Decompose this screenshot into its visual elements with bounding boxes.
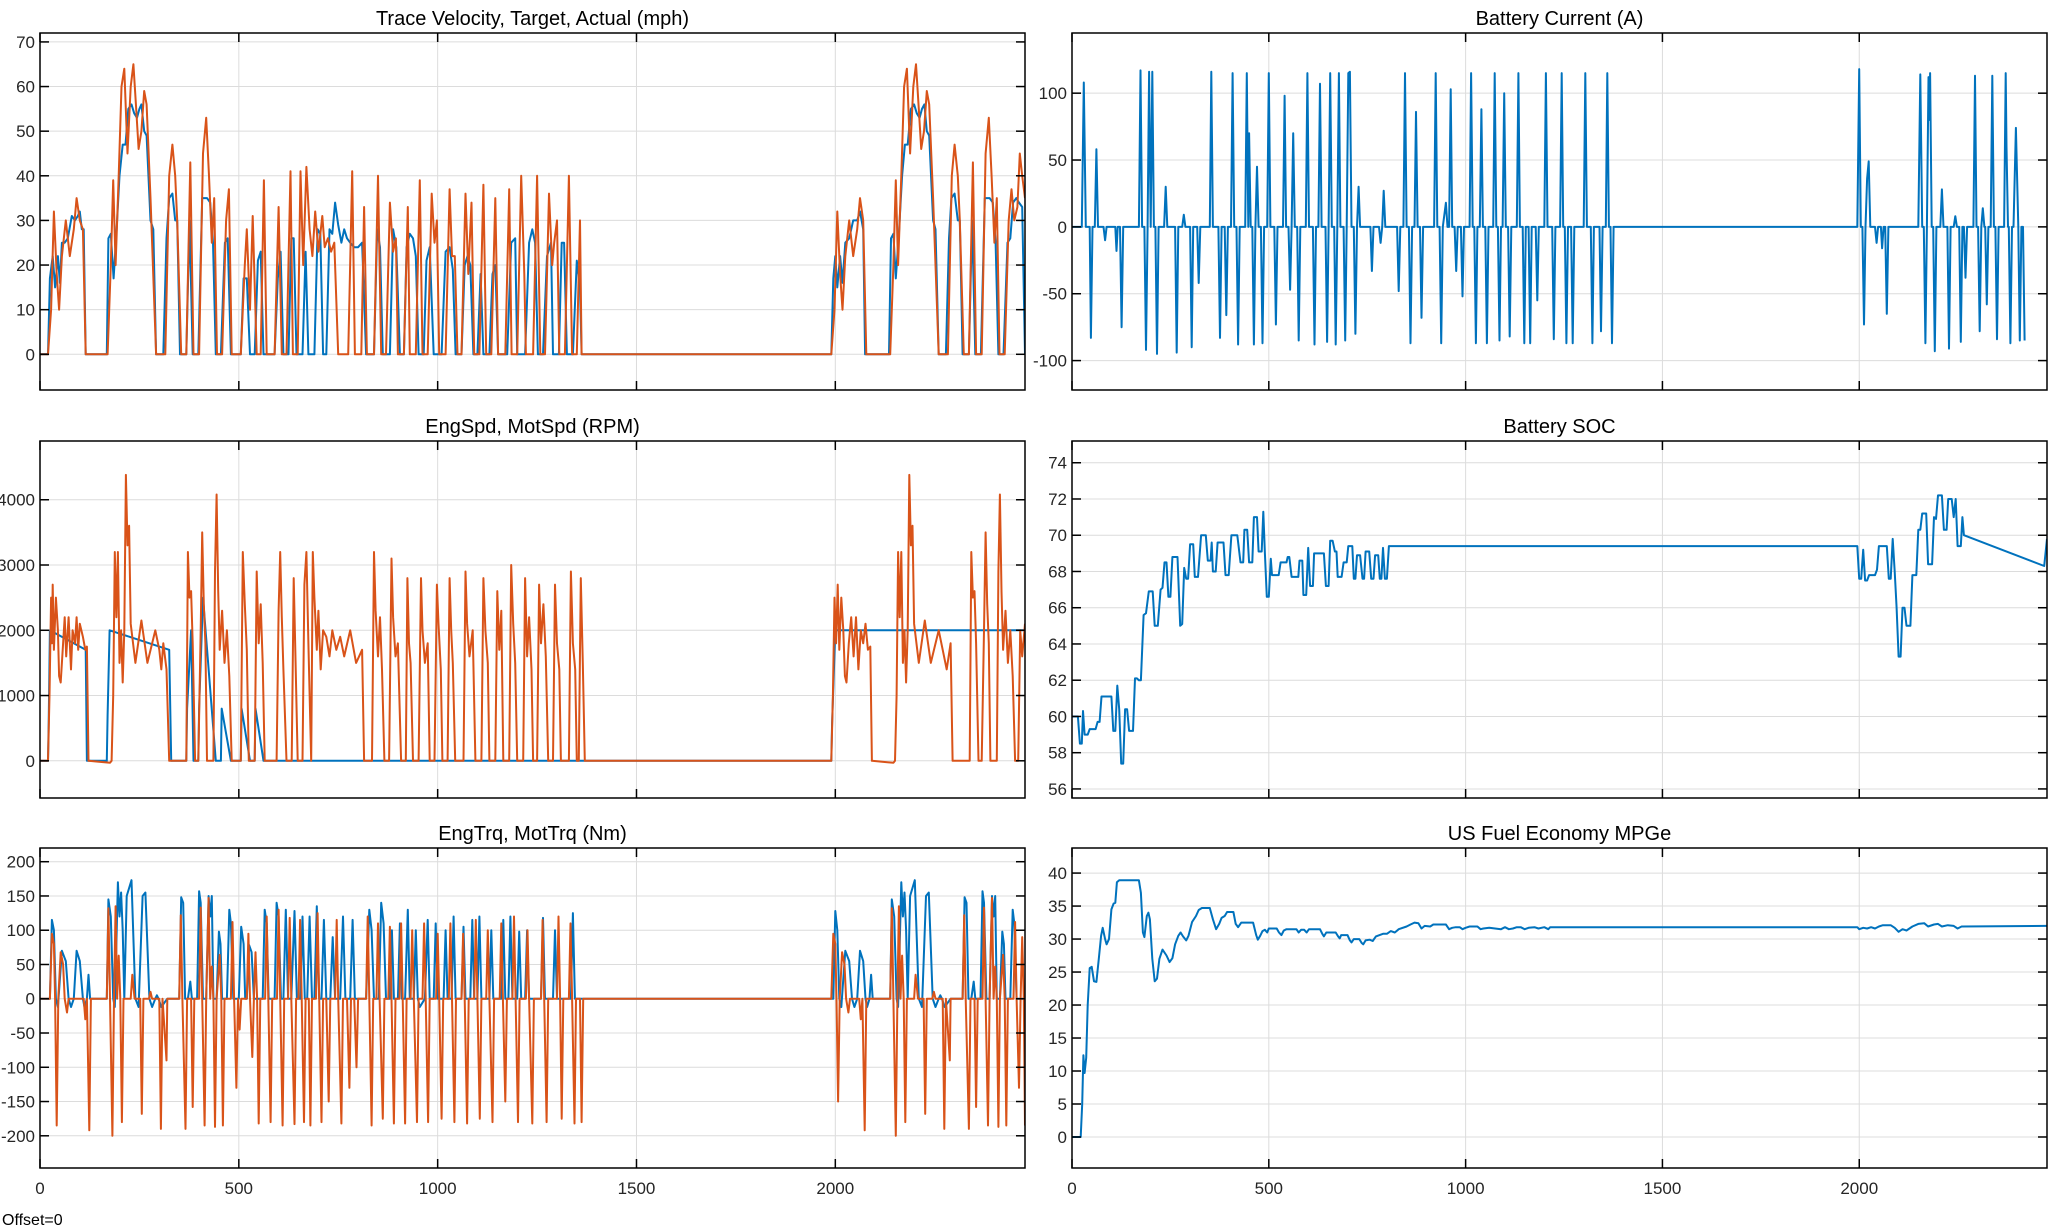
offset-label: Offset=0	[2, 1212, 63, 1229]
y-tick-label: 25	[1048, 963, 1067, 982]
y-tick-label: -100	[1, 1058, 35, 1077]
chart-torque: 0 500 1000 1500 2000 -200 -150 -100 -50 0 50 100 150…	[1, 823, 1026, 1198]
chart-soc: 56 58 60 62 64 66 68 70 72 74 Battery SOC	[1048, 416, 2048, 799]
y-tick-label: 50	[16, 955, 35, 974]
y-tick-label: 50	[1048, 151, 1067, 170]
axes-box	[39, 32, 1026, 391]
axes-box	[1071, 32, 2048, 391]
y-tick-label: 56	[1048, 780, 1067, 799]
x-tick-label: 500	[1255, 1179, 1283, 1198]
y-tick-label: 70	[1048, 526, 1067, 545]
y-tick-label: 68	[1048, 562, 1067, 581]
y-tick-label: 58	[1048, 744, 1067, 763]
chart-battery-current: -100 -50 0 50 100 Battery Current (A)	[1033, 8, 2048, 391]
series-engtrq	[40, 897, 1025, 1137]
series-engspd	[40, 473, 1025, 764]
y-tick-label: 0	[1058, 1128, 1067, 1147]
plot-area	[1072, 441, 2047, 798]
x-tick-label: 1500	[618, 1179, 656, 1198]
y-tick-label: 35	[1048, 897, 1067, 916]
y-tick-label: 200	[7, 853, 35, 872]
chart-title: Battery SOC	[1503, 416, 1615, 438]
y-tick-label: 20	[1048, 996, 1067, 1015]
y-tick-label: 0	[1058, 218, 1067, 237]
chart-velocity: 0 10 20 30 40 50 60 70 Trace Velocity, Target, A…	[16, 8, 1026, 391]
axes-box	[39, 847, 1026, 1169]
x-tick-label: 1000	[419, 1179, 457, 1198]
y-tick-label: 40	[1048, 864, 1067, 883]
y-tick-label: 0	[26, 990, 35, 1009]
y-tick-label: 100	[1039, 84, 1067, 103]
chart-title: Battery Current (A)	[1476, 8, 1644, 30]
y-tick-label: 5	[1058, 1095, 1067, 1114]
y-tick-label: 100	[7, 921, 35, 940]
x-tick-label: 0	[35, 1179, 44, 1198]
y-tick-label: -100	[1033, 352, 1067, 371]
x-tick-label: 500	[225, 1179, 253, 1198]
x-tick-label: 1500	[1644, 1179, 1682, 1198]
y-tick-label: 60	[16, 78, 35, 97]
y-tick-label: 62	[1048, 671, 1067, 690]
series-battery-current	[1072, 68, 2026, 355]
axes-box	[1071, 440, 2048, 799]
x-tick-label: 1000	[1447, 1179, 1485, 1198]
axes-box	[39, 440, 1026, 799]
axes-box	[1071, 847, 2048, 1169]
y-tick-label: 70	[16, 33, 35, 52]
y-tick-label: 3000	[0, 556, 35, 575]
y-tick-label: 2000	[0, 621, 35, 640]
series-target	[40, 63, 1025, 356]
y-tick-label: 10	[16, 301, 35, 320]
y-tick-label: 0	[26, 345, 35, 364]
chart-title: EngSpd, MotSpd (RPM)	[425, 416, 640, 438]
x-tick-label: 2000	[816, 1179, 854, 1198]
chart-title: Trace Velocity, Target, Actual (mph)	[376, 8, 689, 30]
chart-speed: 0 1000 2000 3000 4000 EngSpd, MotSpd (RPM)	[0, 416, 1026, 799]
chart-mpge: 0 500 1000 1500 2000 0 5 10 15 20 25 30 35 40 US Fuel …	[1048, 823, 2048, 1198]
x-tick-label: 0	[1067, 1179, 1076, 1198]
y-tick-label: 4000	[0, 491, 35, 510]
y-tick-label: 20	[16, 256, 35, 275]
y-tick-label: 30	[16, 211, 35, 230]
x-tick-label: 2000	[1840, 1179, 1878, 1198]
y-tick-label: 1000	[0, 687, 35, 706]
chart-title: US Fuel Economy MPGe	[1448, 823, 1671, 845]
y-tick-label: 60	[1048, 707, 1067, 726]
y-tick-label: 72	[1048, 490, 1067, 509]
chart-title: EngTrq, MotTrq (Nm)	[438, 823, 627, 845]
y-tick-label: 74	[1048, 454, 1067, 473]
y-tick-label: 40	[16, 167, 35, 186]
y-tick-label: 64	[1048, 635, 1067, 654]
y-tick-label: 10	[1048, 1062, 1067, 1081]
y-tick-label: 66	[1048, 599, 1067, 618]
y-tick-label: -50	[10, 1024, 35, 1043]
series-mpge	[1072, 879, 2047, 1138]
y-tick-label: 30	[1048, 930, 1067, 949]
y-tick-label: -200	[1, 1127, 35, 1146]
y-tick-label: -50	[1042, 285, 1067, 304]
y-tick-label: 50	[16, 122, 35, 141]
series-soc	[1072, 494, 2047, 765]
y-tick-label: 15	[1048, 1029, 1067, 1048]
y-tick-label: 0	[26, 752, 35, 771]
plot-area	[1072, 848, 2047, 1168]
y-tick-label: 150	[7, 887, 35, 906]
y-tick-label: -150	[1, 1093, 35, 1112]
